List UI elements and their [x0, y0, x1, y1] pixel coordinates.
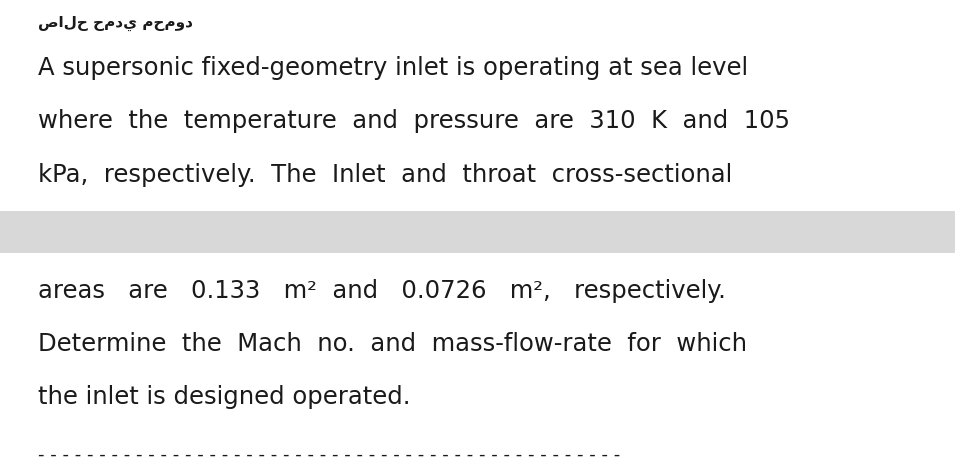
Text: صالح حمدي محمود: صالح حمدي محمود: [38, 16, 193, 31]
Text: - - - - - - - - - - - - - - - - - - - - - - - - - - - - - - - - - - - - - - - - : - - - - - - - - - - - - - - - - - - - - …: [38, 446, 626, 464]
Text: the inlet is designed operated.: the inlet is designed operated.: [38, 386, 411, 410]
Text: Determine  the  Mach  no.  and  mass-flow-rate  for  which: Determine the Mach no. and mass-flow-rat…: [38, 332, 746, 356]
Text: where  the  temperature  and  pressure  are  310  K  and  105: where the temperature and pressure are 3…: [38, 109, 789, 133]
Text: areas   are   0.133   m²  and   0.0726   m²,   respectively.: areas are 0.133 m² and 0.0726 m², respec…: [38, 278, 726, 303]
Text: kPa,  respectively.  The  Inlet  and  throat  cross-sectional: kPa, respectively. The Inlet and throat …: [38, 162, 732, 187]
Text: A supersonic fixed-geometry inlet is operating at sea level: A supersonic fixed-geometry inlet is ope…: [38, 56, 747, 80]
FancyBboxPatch shape: [0, 212, 955, 253]
